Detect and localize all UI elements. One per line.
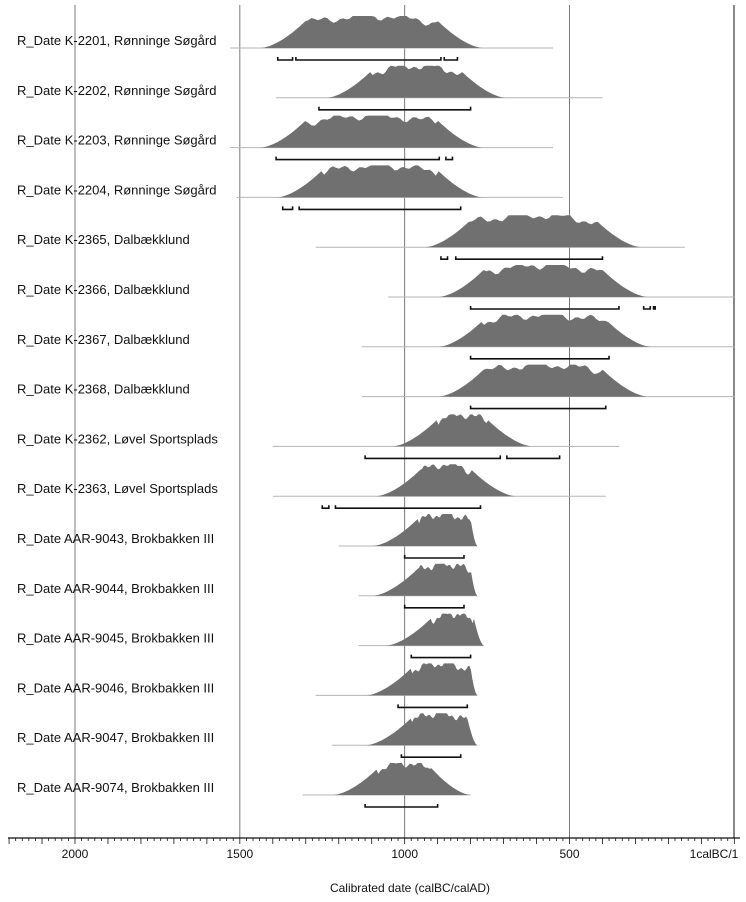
series-label-11: R_Date AAR-9044, Brokbakken III	[17, 581, 214, 596]
range-bar-5-0	[469, 306, 620, 310]
distribution-7	[438, 364, 648, 397]
series-label-15: R_Date AAR-9074, Brokbakken III	[17, 780, 214, 795]
x-tick-label-4: 1calBC/1	[690, 847, 739, 861]
distribution-9	[376, 464, 516, 497]
series-label-12: R_Date AAR-9045, Brokbakken III	[17, 631, 214, 646]
distribution-8	[392, 414, 533, 447]
x-tick-label-1: 1500	[226, 847, 253, 861]
distribution-14	[366, 713, 478, 746]
range-bar-3-0	[281, 206, 294, 211]
series-label-2: R_Date K-2203, Rønninge Søgård	[17, 133, 216, 148]
distribution-5	[438, 265, 648, 297]
distribution-4	[425, 215, 641, 248]
range-bar-12-0	[410, 654, 472, 659]
range-bar-5-1	[642, 306, 652, 310]
series-label-13: R_Date AAR-9046, Brokbakken III	[17, 680, 214, 695]
distribution-1	[326, 65, 506, 98]
range-bar-8-1	[506, 455, 561, 460]
range-bar-7-0	[469, 405, 607, 410]
range-bar-4-0	[440, 256, 449, 260]
range-bar-3-1	[298, 206, 462, 211]
series-label-8: R_Date K-2362, Løvel Sportsplads	[17, 431, 218, 446]
range-bar-5-2	[652, 306, 657, 310]
x-tick-label-2: 1000	[391, 847, 418, 861]
series-label-0: R_Date K-2201, Rønninge Søgård	[17, 33, 216, 48]
series-label-6: R_Date K-2367, Dalbækklund	[17, 332, 190, 347]
range-bar-15-0	[364, 804, 439, 808]
x-tick-label-3: 500	[559, 847, 579, 861]
range-bar-8-0	[364, 455, 502, 460]
range-bar-0-2	[443, 57, 459, 61]
range-bar-2-1	[445, 156, 454, 161]
series-label-1: R_Date K-2202, Rønninge Søgård	[17, 83, 216, 98]
range-bar-14-0	[400, 754, 462, 758]
range-bar-4-1	[454, 256, 604, 260]
distribution-3	[277, 165, 483, 198]
x-tick-label-0: 2000	[62, 847, 89, 861]
series-label-14: R_Date AAR-9047, Brokbakken III	[17, 730, 214, 745]
range-bar-10-0	[403, 555, 465, 559]
distribution-11	[372, 563, 478, 596]
series-label-7: R_Date K-2368, Dalbækklund	[17, 382, 190, 397]
range-bar-0-0	[276, 57, 294, 61]
distribution-6	[438, 314, 651, 347]
range-bar-0-1	[295, 57, 442, 61]
distribution-13	[366, 663, 478, 696]
range-bar-6-0	[469, 355, 610, 360]
range-bar-2-0	[275, 156, 441, 161]
range-bar-9-0	[321, 505, 330, 509]
distribution-2	[260, 115, 483, 148]
range-bar-9-1	[334, 505, 482, 509]
series-label-10: R_Date AAR-9043, Brokbakken III	[17, 531, 214, 546]
range-bar-13-0	[397, 704, 469, 709]
distribution-15	[333, 763, 471, 795]
range-bar-11-0	[403, 604, 465, 609]
distribution-0	[260, 16, 483, 48]
range-bar-1-0	[318, 106, 472, 111]
series-label-5: R_Date K-2366, Dalbækklund	[17, 282, 190, 297]
series-label-4: R_Date K-2365, Dalbækklund	[17, 232, 190, 247]
distribution-10	[372, 514, 478, 546]
series-label-9: R_Date K-2363, Løvel Sportsplads	[17, 481, 218, 496]
distribution-12	[386, 613, 484, 646]
series-label-3: R_Date K-2204, Rønninge Søgård	[17, 182, 216, 197]
x-axis-title: Calibrated date (calBC/calAD)	[330, 881, 490, 895]
